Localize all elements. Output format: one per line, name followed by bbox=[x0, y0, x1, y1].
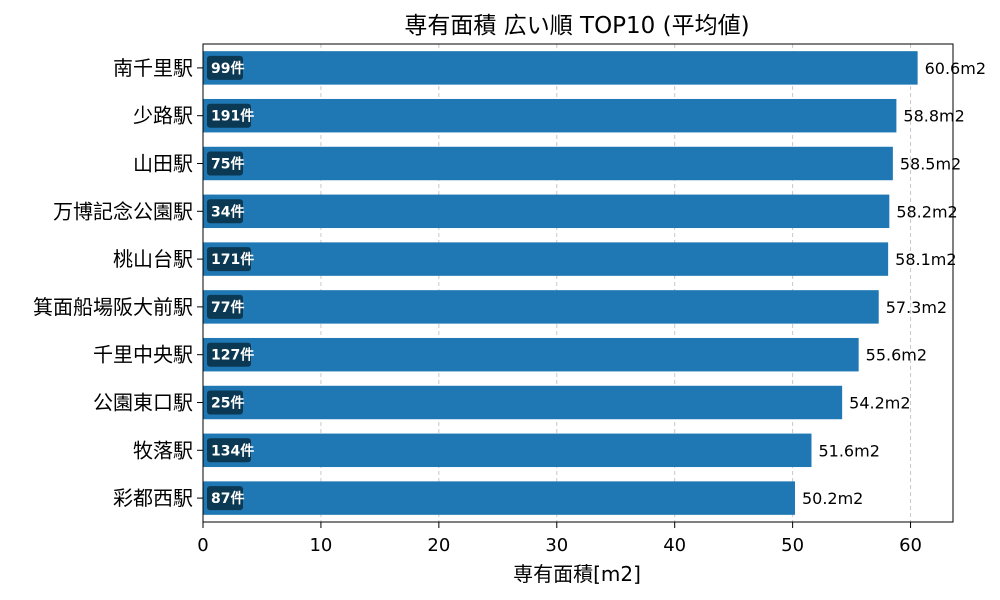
y-tick-label: 彩都西駅 bbox=[113, 486, 193, 510]
y-tick-label: 箕面船場阪大前駅 bbox=[33, 295, 193, 319]
value-label: 54.2m2 bbox=[849, 394, 910, 413]
bar bbox=[203, 481, 795, 515]
count-label: 77件 bbox=[211, 299, 244, 316]
x-tick-label: 10 bbox=[309, 535, 332, 556]
count-badge bbox=[207, 199, 243, 224]
count-label: 191件 bbox=[211, 108, 254, 125]
bars bbox=[203, 51, 918, 515]
value-label: 58.5m2 bbox=[900, 155, 961, 174]
count-badge bbox=[207, 55, 243, 80]
count-badge bbox=[207, 342, 251, 367]
bar bbox=[203, 433, 812, 468]
value-label: 55.6m2 bbox=[866, 346, 927, 365]
y-tick-label: 公園東口駅 bbox=[93, 391, 193, 415]
y-tick-label: 南千里駅 bbox=[113, 56, 193, 80]
x-tick-label: 30 bbox=[545, 535, 568, 556]
bar bbox=[203, 385, 843, 420]
bar bbox=[203, 242, 889, 276]
value-label: 58.1m2 bbox=[895, 250, 956, 269]
bar bbox=[203, 51, 918, 85]
bar bbox=[203, 194, 890, 229]
count-label: 127件 bbox=[211, 347, 254, 364]
value-label: 57.3m2 bbox=[886, 298, 947, 317]
value-label: 60.6m2 bbox=[925, 59, 986, 78]
x-tick-label: 20 bbox=[427, 535, 450, 556]
count-badge bbox=[207, 247, 251, 272]
x-tick-label: 60 bbox=[899, 535, 922, 556]
value-label: 58.2m2 bbox=[896, 202, 957, 221]
count-badge bbox=[207, 103, 251, 128]
plot-frame bbox=[202, 43, 954, 523]
value-label: 50.2m2 bbox=[802, 489, 863, 508]
count-badge bbox=[207, 390, 243, 415]
bar bbox=[203, 146, 893, 181]
count-label: 87件 bbox=[211, 490, 244, 507]
count-label: 34件 bbox=[211, 203, 244, 220]
count-label: 25件 bbox=[211, 395, 244, 412]
x-tick-label: 0 bbox=[197, 535, 208, 556]
x-tick-label: 50 bbox=[781, 535, 804, 556]
x-axis: 0 10 20 30 40 50 60 bbox=[197, 67, 922, 556]
y-tick-label: 牧落駅 bbox=[133, 438, 193, 462]
chart-title: 専有面積 広い順 TOP10 (平均値) bbox=[404, 13, 749, 39]
value-label: 58.8m2 bbox=[903, 107, 964, 126]
count-badge bbox=[207, 438, 251, 463]
value-label: 51.6m2 bbox=[818, 441, 879, 460]
y-tick-label: 桃山台駅 bbox=[113, 247, 193, 271]
count-label: 75件 bbox=[211, 156, 244, 173]
bar bbox=[203, 337, 859, 372]
bar bbox=[203, 98, 897, 133]
count-badge bbox=[207, 294, 243, 319]
count-label: 134件 bbox=[211, 442, 254, 459]
x-tick-label: 40 bbox=[663, 535, 686, 556]
bar bbox=[203, 290, 879, 324]
y-tick-label: 山田駅 bbox=[133, 152, 193, 176]
count-badge bbox=[207, 151, 243, 176]
x-axis-label: 専有面積[m2] bbox=[513, 562, 641, 586]
y-tick-label: 万博記念公園駅 bbox=[53, 199, 193, 223]
y-tick-label: 少路駅 bbox=[133, 104, 193, 128]
y-tick-label: 千里中央駅 bbox=[93, 343, 193, 367]
count-label: 99件 bbox=[211, 60, 244, 77]
count-badge bbox=[207, 486, 243, 511]
count-label: 171件 bbox=[211, 251, 254, 268]
